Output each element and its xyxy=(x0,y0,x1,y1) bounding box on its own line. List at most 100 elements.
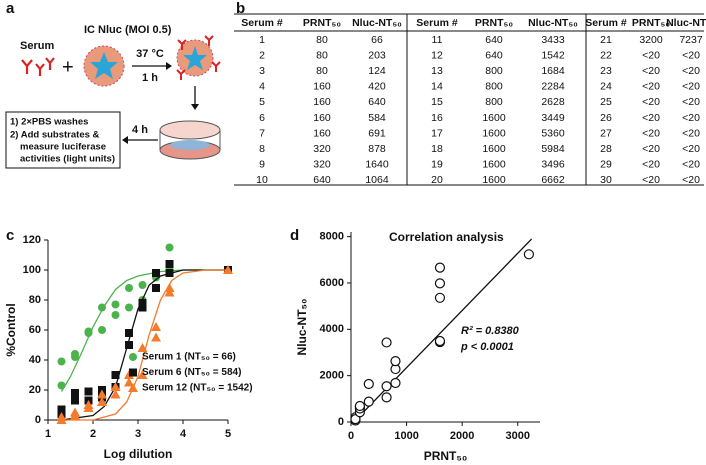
table-header: Serum # xyxy=(241,17,283,29)
table-cell: 878 xyxy=(368,143,386,155)
arrow-head xyxy=(166,62,172,70)
point xyxy=(381,337,392,348)
point xyxy=(125,341,133,349)
point xyxy=(151,322,161,331)
table-cell: 160 xyxy=(313,112,331,124)
table-header: Nluc-NT₅₀ xyxy=(666,17,706,29)
table-cell: 1600 xyxy=(482,159,506,171)
y-tick-label: 0 xyxy=(35,414,41,426)
table-cell: 3 xyxy=(259,65,265,77)
point xyxy=(57,405,66,414)
point xyxy=(125,284,133,292)
point xyxy=(152,284,160,292)
y-tick-label: 0 xyxy=(338,416,344,428)
point xyxy=(83,400,94,409)
point xyxy=(57,357,66,366)
table-cell: <20 xyxy=(682,112,700,124)
annotation: R² = 0.8380 xyxy=(461,325,520,337)
table-cell: 160 xyxy=(313,127,331,139)
table-cell: 18 xyxy=(431,143,443,155)
wait-time: 4 h xyxy=(132,124,148,136)
panel-label: a xyxy=(6,0,15,17)
table-cell: 640 xyxy=(485,49,503,61)
table-cell: <20 xyxy=(682,174,700,186)
table-cell: 23 xyxy=(600,65,612,77)
table-cell: 5 xyxy=(259,96,265,108)
table-cell: 29 xyxy=(600,159,612,171)
y-tick-label: 2000 xyxy=(320,370,344,382)
table-cell: <20 xyxy=(642,112,660,124)
y-tick-label: 120 xyxy=(23,234,41,246)
table-cell: 25 xyxy=(600,96,612,108)
table-cell: 1600 xyxy=(482,174,506,186)
point xyxy=(165,243,174,252)
table-cell: 203 xyxy=(368,49,386,61)
table-cell: 800 xyxy=(485,81,503,93)
table-cell: 80 xyxy=(316,34,328,46)
y-tick-label: 6000 xyxy=(320,277,344,289)
point xyxy=(363,396,374,407)
point xyxy=(124,377,134,387)
incubation: 1 h xyxy=(142,72,158,84)
point xyxy=(56,412,67,421)
table-cell: 584 xyxy=(368,112,386,124)
legend-label: Serum 1 (NT₅₀ = 66) xyxy=(142,352,236,363)
y-tick-label: 20 xyxy=(29,384,41,396)
point xyxy=(363,378,374,390)
table-cell: 800 xyxy=(485,96,503,108)
table-cell: 7237 xyxy=(679,34,703,46)
point xyxy=(381,381,392,392)
dish xyxy=(159,120,221,160)
step: measure luciferase xyxy=(20,142,106,153)
table-cell: 1 xyxy=(259,34,265,46)
point xyxy=(523,249,534,260)
panel-label: b xyxy=(236,0,245,17)
table-header: PRNT₅₀ xyxy=(303,17,341,29)
x-tick-label: 1 xyxy=(45,428,51,440)
table-cell: <20 xyxy=(682,49,700,61)
table-cell: 14 xyxy=(431,81,443,93)
point xyxy=(151,332,161,342)
table-cell: 160 xyxy=(313,81,331,93)
diagram: Serum IC Nluc (MOI 0.5) + 37 °C 1 h xyxy=(5,24,221,169)
table-cell: 17 xyxy=(431,127,443,139)
table-cell: 4 xyxy=(259,81,265,93)
y-tick-label: 40 xyxy=(29,354,41,366)
point xyxy=(165,269,174,277)
point xyxy=(125,303,133,312)
chart-title: Correlation analysis xyxy=(389,230,504,244)
table-header: Nluc-NT₅₀ xyxy=(528,17,578,29)
table-cell: 16 xyxy=(431,112,443,124)
x-axis-label: Log dilution xyxy=(104,447,173,461)
table-cell: 5360 xyxy=(541,127,565,139)
table-cell: <20 xyxy=(642,174,660,186)
antibodies xyxy=(21,57,55,76)
x-tick-label: 3000 xyxy=(506,430,530,442)
point xyxy=(381,392,392,403)
point xyxy=(125,329,133,337)
table-cell: 2 xyxy=(259,49,265,61)
neutralized-virus xyxy=(176,35,221,80)
point xyxy=(110,389,121,399)
x-tick-label: 1000 xyxy=(394,430,418,442)
table-cell: 27 xyxy=(600,127,612,139)
fit-line xyxy=(61,269,228,421)
table-cell: 8 xyxy=(259,143,265,155)
table-cell: <20 xyxy=(642,81,660,93)
table-cell: <20 xyxy=(682,159,700,171)
table-cell: <20 xyxy=(682,96,700,108)
arrow-head xyxy=(122,136,128,144)
table-cell: 22 xyxy=(600,49,612,61)
table-cell: <20 xyxy=(642,143,660,155)
panel-label: c xyxy=(6,227,14,244)
point xyxy=(137,370,148,379)
steps-box xyxy=(5,111,121,169)
table-cell: 160 xyxy=(313,96,331,108)
table-cell: 21 xyxy=(600,34,612,46)
table-cell: 640 xyxy=(368,96,386,108)
table-header: PRNT₅₀ xyxy=(475,17,513,29)
point xyxy=(71,396,79,405)
table-cell: 11 xyxy=(432,34,443,46)
point xyxy=(164,283,175,292)
